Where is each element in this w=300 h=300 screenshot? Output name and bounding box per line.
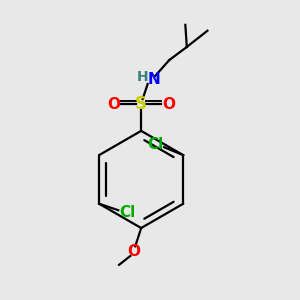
Text: O: O <box>162 97 175 112</box>
Text: Cl: Cl <box>119 205 135 220</box>
Text: Cl: Cl <box>147 137 164 152</box>
Text: S: S <box>135 95 147 113</box>
Text: O: O <box>107 97 120 112</box>
Text: N: N <box>147 72 160 87</box>
Text: H: H <box>137 70 148 84</box>
Text: O: O <box>127 244 140 259</box>
